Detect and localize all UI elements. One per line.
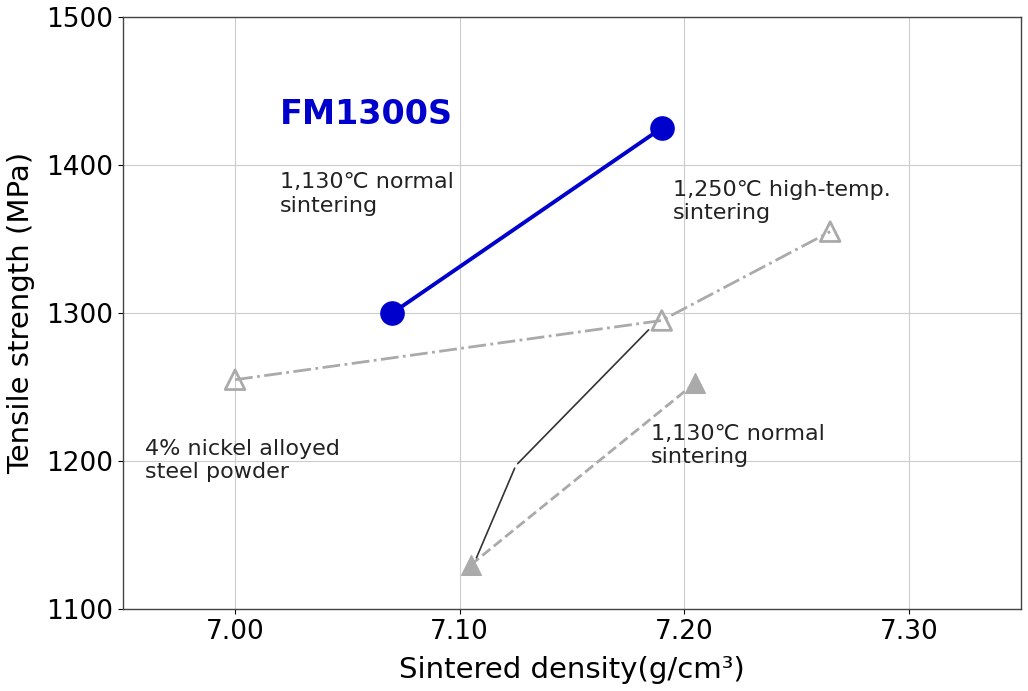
Y-axis label: Tensile strength (MPa): Tensile strength (MPa) [7,152,35,474]
Text: FM1300S: FM1300S [280,98,453,131]
Point [463,559,479,570]
Text: 1,130℃ normal
sintering: 1,130℃ normal sintering [651,424,824,467]
Point [822,226,839,237]
Point [654,315,670,326]
Text: 1,130℃ normal
sintering: 1,130℃ normal sintering [280,173,453,216]
Text: 4% nickel alloyed
steel powder: 4% nickel alloyed steel powder [145,439,340,482]
Point [687,377,703,388]
Point [654,122,670,133]
Point [227,375,244,386]
Text: 1,250℃ high-temp.
sintering: 1,250℃ high-temp. sintering [673,180,890,223]
X-axis label: Sintered density(g/cm³): Sintered density(g/cm³) [399,656,745,684]
Point [384,307,401,319]
